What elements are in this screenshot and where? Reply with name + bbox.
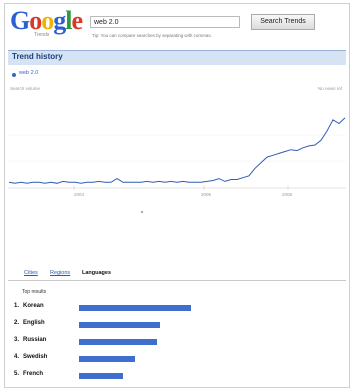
- result-rank: 1.: [14, 303, 20, 309]
- result-rank: 5.: [14, 371, 20, 377]
- search-trends-button[interactable]: Search Trends: [251, 14, 315, 30]
- x-tick-label: 2006: [201, 192, 212, 197]
- trend-chart: [8, 95, 346, 195]
- result-bar: [79, 305, 191, 311]
- x-tick-label: 2004: [74, 192, 85, 197]
- logo-subtitle: Trends: [34, 32, 50, 38]
- result-label[interactable]: Swedish: [23, 354, 48, 360]
- result-label[interactable]: English: [23, 320, 45, 326]
- result-bar: [79, 356, 135, 362]
- search-tip: Tip: You can compare searches by separat…: [92, 33, 212, 38]
- result-bar: [79, 373, 123, 379]
- page-frame: [4, 3, 350, 388]
- result-rank: 4.: [14, 354, 20, 360]
- result-bar: [79, 322, 160, 328]
- search-volume-label: Search volume: [10, 86, 41, 91]
- tab-regions[interactable]: Regions: [50, 270, 71, 276]
- news-reference-label: No news ref: [318, 86, 343, 91]
- result-rank: 3.: [14, 337, 20, 343]
- google-trends-logo[interactable]: Google: [10, 6, 83, 35]
- series-line: [8, 117, 346, 184]
- trend-history-title: Trend history: [12, 52, 63, 61]
- legend-marker-icon: [12, 73, 16, 77]
- tab-languages[interactable]: Languages: [82, 270, 112, 276]
- result-rank: 2.: [14, 320, 20, 326]
- top-results-title: Top results: [22, 289, 47, 295]
- legend-term: web 2.0: [19, 70, 39, 76]
- tab-divider: [8, 280, 346, 281]
- result-label[interactable]: French: [23, 371, 44, 377]
- result-bar: [79, 339, 158, 345]
- result-label[interactable]: Russian: [23, 337, 47, 343]
- result-label[interactable]: Korean: [23, 303, 44, 309]
- tab-cities[interactable]: Cities: [24, 270, 38, 276]
- chart-marker: [141, 211, 143, 213]
- trend-history-header: [8, 50, 346, 65]
- x-tick-label: 2008: [282, 192, 293, 197]
- search-input[interactable]: web 2.0: [90, 16, 240, 28]
